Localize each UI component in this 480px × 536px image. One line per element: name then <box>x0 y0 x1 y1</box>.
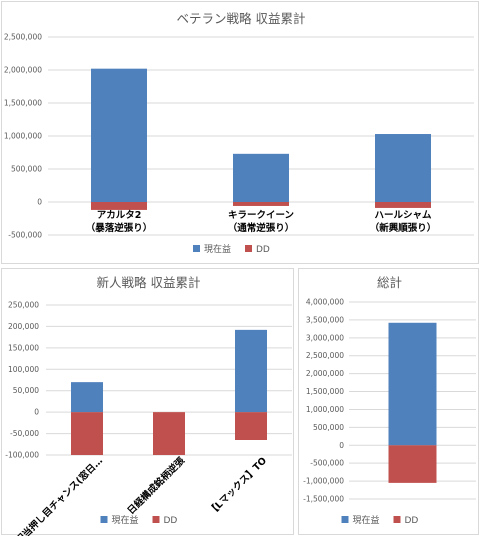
y-tick-label: 2,500,000 <box>4 33 42 42</box>
y-tick-label: -500,000 <box>310 459 344 468</box>
bar-dd <box>235 412 267 440</box>
bar-dd <box>233 202 289 206</box>
legend-swatch <box>193 245 200 252</box>
bar-profit <box>388 322 437 446</box>
y-tick-label: 250,000 <box>8 301 39 310</box>
legend-label: 現在益 <box>353 514 380 526</box>
bar-dd <box>375 202 431 208</box>
y-tick-label: 200,000 <box>8 322 39 331</box>
bar-profit <box>71 382 103 413</box>
y-tick-label: 50,000 <box>13 386 39 395</box>
chart-total: 総計 -1,500,000 -1,000,000 -500,000 0 500,000 1,… <box>303 275 476 526</box>
legend-label: DD <box>405 516 419 526</box>
y-tick-label: 150,000 <box>8 343 39 352</box>
legend-label: DD <box>256 245 270 255</box>
bar-profit <box>233 153 289 202</box>
bar-profit <box>235 329 267 413</box>
x-category-label: キラークイーン <box>228 210 294 221</box>
y-tick-label: 500,000 <box>11 165 42 174</box>
chart-panel-newcomer: 新人戦略 収益累計 -100,000 -50,000 0 50,000 100,000 15… <box>1 268 294 536</box>
y-tick-label: 500,000 <box>313 423 344 432</box>
y-tick-label: 0 <box>339 441 344 450</box>
chart-newcomer: 新人戦略 収益累計 -100,000 -50,000 0 50,000 100,000 15… <box>5 275 292 536</box>
legend-swatch <box>245 245 252 252</box>
y-tick-label: -100,000 <box>5 451 39 460</box>
x-category-label: 高配当押し目チャンス(窓日… <box>6 455 105 536</box>
legend-label: 現在益 <box>204 243 231 255</box>
chart-veteran: ベテラン戦略 収益累計 -500,000 0 500,000 1,000,000 1,50… <box>4 11 474 255</box>
y-tick-label: -1,500,000 <box>303 495 344 504</box>
y-tick-label: 2,000,000 <box>4 66 42 75</box>
x-category-label: 【Lマックス】TO <box>206 455 269 518</box>
y-tick-label: 3,500,000 <box>306 315 344 324</box>
legend-swatch <box>341 516 349 523</box>
y-tick-label: 2,000,000 <box>306 369 344 378</box>
x-category-label: （通常逆張り） <box>228 222 295 234</box>
x-category-label: アカルタ2 <box>97 209 142 221</box>
chart-title: 総計 <box>377 275 402 290</box>
chart-title: 新人戦略 収益累計 <box>97 275 201 290</box>
chart-panel-veteran: ベテラン戦略 収益累計 -500,000 0 500,000 1,000,000 1,50… <box>1 1 479 264</box>
y-tick-label: 1,500,000 <box>4 99 42 108</box>
bar-dd <box>71 412 103 455</box>
y-tick-label: -50,000 <box>10 429 39 438</box>
y-tick-label: 4,000,000 <box>306 298 344 307</box>
y-tick-label: 2,500,000 <box>306 351 344 360</box>
y-tick-label: -500,000 <box>8 231 42 240</box>
y-tick-label: 3,000,000 <box>306 333 344 342</box>
legend-label: DD <box>164 516 178 526</box>
y-tick-label: 0 <box>34 408 39 417</box>
y-tick-label: -1,000,000 <box>303 477 344 486</box>
y-tick-label: 1,500,000 <box>306 387 344 396</box>
bar-dd <box>153 412 185 455</box>
legend-swatch <box>393 516 401 523</box>
chart-panel-total: 総計 -1,500,000 -1,000,000 -500,000 0 500,000 1,… <box>298 268 479 535</box>
legend-swatch <box>152 516 160 523</box>
legend-swatch <box>100 516 108 523</box>
y-tick-label: 1,000,000 <box>4 132 42 141</box>
x-category-label: 日経構成銘柄逆張 <box>125 454 188 517</box>
bar-profit <box>91 68 147 203</box>
y-tick-label: 0 <box>37 198 42 207</box>
y-tick-label: 1,000,000 <box>306 405 344 414</box>
x-category-label: ハールシャム <box>374 210 432 221</box>
chart-title: ベテラン戦略 収益累計 <box>177 11 306 26</box>
x-category-label: （暴落逆張り） <box>86 222 153 234</box>
x-category-label: （新興順張り） <box>370 222 437 234</box>
bar-profit <box>375 134 431 202</box>
y-tick-label: 100,000 <box>8 365 39 374</box>
legend-label: 現在益 <box>112 514 139 526</box>
bar-dd <box>388 445 437 483</box>
bar-dd <box>91 202 147 210</box>
